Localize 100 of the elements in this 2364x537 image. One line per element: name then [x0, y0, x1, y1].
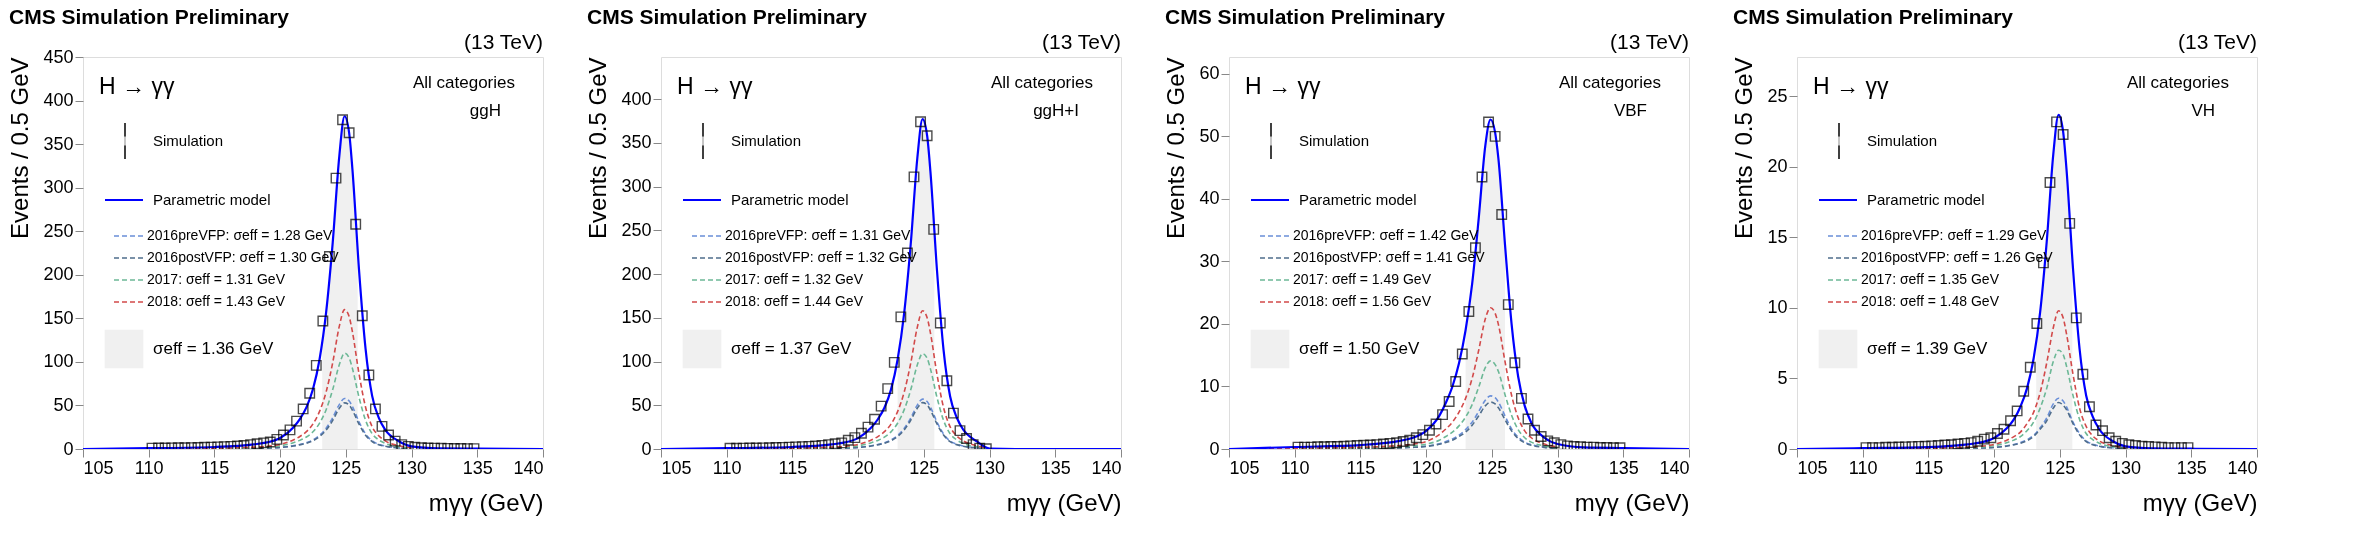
legend-label: 2017: σeff = 1.35 GeV	[1861, 271, 2000, 287]
annotation: All categories	[1558, 73, 1661, 92]
x-tick-label: 115	[1346, 457, 1376, 478]
annotation: H → γγ	[99, 73, 175, 99]
x-tick-label: 120	[843, 457, 874, 478]
y-tick-label: 100	[621, 351, 652, 371]
y-tick-label: 350	[43, 133, 74, 154]
y-tick-label: 350	[621, 132, 652, 153]
annotation: All categories	[990, 73, 1093, 92]
legend-label: Parametric model	[1867, 191, 1985, 208]
x-axis-title: mγγ (GeV)	[2142, 488, 2258, 516]
legend-label: 2018: σeff = 1.44 GeV	[725, 293, 864, 309]
y-tick-label: 450	[43, 46, 74, 67]
x-tick-label: 130	[1543, 457, 1574, 478]
legend-label: Simulation	[1299, 132, 1370, 149]
legend-label: 2017: σeff = 1.31 GeV	[147, 271, 286, 287]
x-tick-label: 125	[909, 457, 940, 478]
x-tick-label: 140	[1659, 457, 1690, 478]
y-tick-label: 25	[1767, 85, 1788, 106]
chart-title: CMS Simulation Preliminary	[586, 5, 868, 28]
y-tick-label: 5	[1777, 368, 1788, 388]
text: (13 TeV)	[464, 30, 543, 53]
legend-label: Parametric model	[153, 191, 271, 208]
x-tick-label: 110	[134, 457, 164, 478]
annotation: H → γγ	[1245, 73, 1321, 99]
x-axis-title: mγγ (GeV)	[1006, 488, 1122, 516]
annotation: All categories	[2126, 73, 2229, 92]
x-axis-title: mγγ (GeV)	[1574, 488, 1690, 516]
x-tick-label: 120	[1411, 457, 1442, 478]
y-tick-label: 50	[1199, 125, 1220, 146]
x-tick-label: 115	[778, 457, 808, 478]
legend-label: 2018: σeff = 1.56 GeV	[1293, 293, 1432, 309]
legend-label: 2018: σeff = 1.48 GeV	[1861, 293, 2000, 309]
y-tick-label: 200	[621, 263, 652, 284]
legend-label: Parametric model	[731, 191, 849, 208]
y-tick-label: 60	[1199, 63, 1220, 84]
y-tick-label: 20	[1199, 313, 1220, 334]
x-tick-label: 135	[462, 457, 493, 478]
legend-label: 2018: σeff = 1.43 GeV	[147, 293, 286, 309]
x-tick-label: 105	[83, 457, 114, 478]
x-tick-label: 135	[2176, 457, 2207, 478]
chart-title: CMS Simulation Preliminary	[1732, 5, 2014, 28]
legend-label: 2016preVFP: σeff = 1.29 GeV	[1861, 227, 2048, 243]
x-tick-label: 130	[975, 457, 1006, 478]
x-tick-label: 135	[1040, 457, 1071, 478]
legend-label: 2016preVFP: σeff = 1.31 GeV	[725, 227, 912, 243]
x-tick-label: 115	[200, 457, 230, 478]
y-tick-label: 150	[621, 307, 652, 328]
y-axis-title: Events / 0.5 GeV	[1162, 57, 1190, 239]
legend-label: 2017: σeff = 1.49 GeV	[1293, 271, 1432, 287]
y-tick-label: 400	[621, 88, 652, 109]
x-tick-label: 135	[1608, 457, 1639, 478]
chart-title: CMS Simulation Preliminary	[8, 5, 290, 28]
x-tick-label: 125	[331, 457, 362, 478]
x-tick-label: 115	[1914, 457, 1944, 478]
y-tick-label: 200	[43, 264, 74, 285]
legend-label: σeff = 1.36 GeV	[153, 339, 274, 358]
x-tick-label: 140	[1091, 457, 1122, 478]
y-tick-label: 10	[1767, 297, 1788, 318]
y-axis-title: Events / 0.5 GeV	[1730, 57, 1758, 239]
y-tick-label: 0	[1777, 438, 1788, 459]
legend-label: 2017: σeff = 1.32 GeV	[725, 271, 864, 287]
y-tick-label: 50	[631, 394, 652, 415]
x-tick-label: 110	[1848, 457, 1878, 478]
y-tick-label: 250	[43, 220, 74, 241]
legend-label: Simulation	[1867, 132, 1938, 149]
legend-label: 2016preVFP: σeff = 1.28 GeV	[147, 227, 334, 243]
x-tick-label: 105	[661, 457, 692, 478]
x-tick-label: 140	[2227, 457, 2258, 478]
x-axis-title: mγγ (GeV)	[428, 488, 544, 516]
text: (13 TeV)	[1042, 30, 1121, 53]
annotation: All categories	[412, 73, 515, 92]
line-series	[661, 118, 1121, 449]
y-tick-label: 40	[1199, 188, 1220, 209]
y-tick-label: 0	[641, 438, 652, 459]
y-tick-label: 15	[1767, 226, 1788, 247]
legend-label: Parametric model	[1299, 191, 1417, 208]
y-tick-label: 20	[1767, 156, 1788, 177]
y-tick-label: 250	[621, 219, 652, 240]
x-tick-label: 125	[1477, 457, 1508, 478]
chart-title: CMS Simulation Preliminary	[1164, 5, 1446, 28]
x-tick-label: 110	[1280, 457, 1310, 478]
y-tick-label: 100	[43, 351, 74, 372]
annotation: H → γγ	[677, 73, 753, 99]
y-tick-label: 400	[43, 90, 74, 111]
y-tick-label: 10	[1199, 375, 1220, 396]
y-tick-label: 300	[43, 177, 74, 198]
x-tick-label: 105	[1229, 457, 1260, 478]
legend-label: Simulation	[731, 132, 802, 149]
x-tick-label: 120	[1979, 457, 2010, 478]
y-tick-label: 0	[63, 438, 74, 459]
line-series	[1229, 118, 1689, 449]
y-tick-label: 300	[621, 176, 652, 196]
legend-label: Simulation	[153, 132, 224, 149]
x-tick-label: 130	[397, 457, 428, 478]
text: (13 TeV)	[2178, 30, 2257, 53]
y-tick-label: 0	[1209, 438, 1220, 459]
y-tick-label: 30	[1199, 250, 1220, 271]
x-tick-label: 140	[513, 457, 544, 478]
legend-label: σeff = 1.37 GeV	[731, 339, 852, 358]
